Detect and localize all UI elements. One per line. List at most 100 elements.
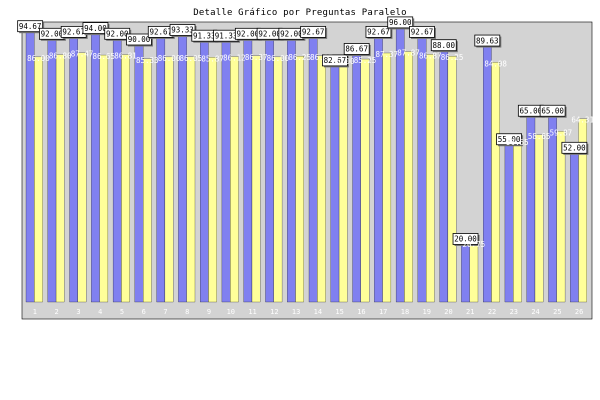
data-label-box [409, 25, 435, 38]
bar-series-1 [112, 39, 122, 303]
bar-series-2 [556, 131, 566, 303]
bar-series-2 [295, 56, 304, 303]
x-tick-label: 4 [98, 308, 102, 316]
x-tick-label: 11 [248, 308, 256, 316]
data-label-box [430, 39, 457, 52]
data-label-box [343, 43, 370, 55]
data-label: 86.00 [158, 54, 181, 63]
bar-series-2 [230, 56, 239, 303]
bar-series-1 [395, 28, 405, 303]
bars-layer [25, 28, 587, 303]
x-tick-label: 14 [314, 308, 322, 316]
data-label: 86.65 [92, 52, 115, 61]
data-label: 92.00 [106, 30, 129, 39]
data-label: 20.75 [463, 240, 486, 249]
data-label: 87.37 [375, 50, 398, 59]
data-label-box [300, 25, 327, 38]
bar-series-1 [483, 46, 492, 303]
data-label: 86.00 [267, 54, 290, 63]
data-label: 59.87 [550, 128, 573, 137]
x-tick-label: 23 [510, 308, 518, 316]
data-label-box [496, 133, 522, 146]
bar-series-2 [34, 56, 43, 303]
data-label: 94.00 [84, 24, 107, 33]
bar-series-2 [404, 51, 413, 303]
data-label-box [474, 34, 501, 47]
bar-series-1 [461, 244, 470, 303]
x-tick-label: 15 [335, 308, 343, 316]
data-label: 92.67 [149, 28, 172, 37]
data-label: 55.00 [498, 135, 521, 144]
data-label: 92.00 [237, 30, 260, 39]
y-tick-label: 80 [10, 71, 18, 79]
data-label: 86.25 [441, 53, 464, 62]
data-label: 86.25 [288, 53, 311, 62]
bar-series-2 [317, 55, 326, 303]
data-label: 92.00 [280, 30, 303, 39]
bar-series-1 [265, 39, 274, 303]
bar-series-2 [273, 56, 283, 303]
data-label: 52.00 [563, 144, 586, 153]
data-label: 85.33 [136, 56, 159, 65]
data-label: 64.31 [571, 116, 594, 125]
bar-series-1 [417, 37, 427, 303]
bar-series-1 [352, 54, 361, 303]
bar-series-2 [534, 134, 544, 303]
y-tick-label: 20 [10, 242, 18, 250]
x-tick-label: 2 [55, 308, 59, 316]
data-label: 84.08 [484, 59, 507, 68]
x-tick-label: 18 [401, 308, 409, 316]
data-label: 85.00 [332, 57, 355, 66]
data-label-box [365, 25, 392, 38]
bar-series-2 [447, 56, 457, 303]
x-tick-label: 1 [33, 308, 37, 316]
bar-series-2 [513, 140, 522, 303]
x-tick-label: 13 [292, 308, 300, 316]
data-label: 86.12 [223, 54, 246, 63]
data-label-box [452, 233, 479, 245]
bar-series-2 [77, 52, 87, 303]
bar-series-1 [548, 116, 557, 303]
bar-series-1 [308, 37, 318, 303]
data-label: 91.33 [193, 31, 216, 40]
data-label: 91.33 [215, 31, 238, 40]
bar-series-2 [491, 62, 500, 303]
bar-series-1 [91, 33, 100, 303]
bar-series-2 [251, 55, 261, 303]
x-tick-label: 7 [163, 308, 167, 316]
data-label: 85.25 [354, 56, 377, 65]
bar-series-1 [374, 37, 383, 303]
x-tick-label: 17 [379, 308, 387, 316]
bar-series-1 [134, 45, 144, 303]
bar-series-2 [338, 59, 348, 303]
x-tick-label: 25 [553, 308, 561, 316]
bar-series-2 [426, 54, 435, 303]
bar-series-1 [178, 35, 187, 303]
data-label: 92.00 [41, 30, 64, 39]
data-label: 86.00 [27, 54, 50, 63]
bar-series-1 [25, 32, 35, 303]
data-label: 65.00 [520, 106, 543, 115]
data-label: 87.87 [397, 49, 420, 58]
bar-series-1 [243, 39, 253, 303]
data-label-box [322, 54, 348, 67]
y-tick-label: 70 [10, 99, 18, 107]
data-label: 82.67 [324, 56, 347, 65]
x-tick-label: 10 [227, 308, 235, 316]
x-tick-label: 16 [357, 308, 365, 316]
data-label: 92.67 [411, 28, 434, 37]
data-label: 93.33 [171, 26, 194, 35]
bar-series-2 [469, 242, 479, 303]
x-tick-label: 19 [423, 308, 431, 316]
data-label: 20.00 [454, 235, 477, 244]
bar-series-2 [578, 118, 587, 303]
data-label: 92.67 [367, 28, 390, 37]
y-axis-ticks: 10 20 30 40 50 60 70 80 90 [10, 42, 18, 278]
bar-series-2 [382, 52, 392, 303]
bar-series-2 [55, 54, 65, 303]
data-label: 86.05 [180, 54, 203, 63]
bar-series-1 [570, 153, 579, 303]
x-tick-label: 22 [488, 308, 496, 316]
data-label: 87.47 [71, 50, 94, 59]
data-label-box [539, 104, 566, 117]
